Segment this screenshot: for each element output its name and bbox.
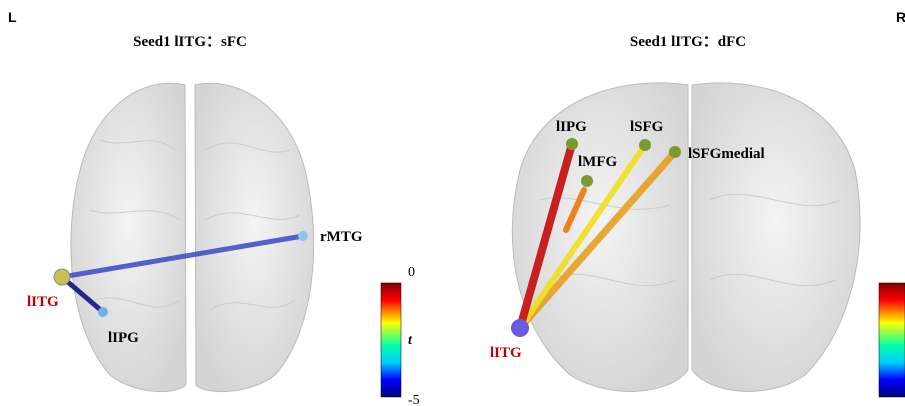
colorbar-max: 0 bbox=[408, 265, 415, 280]
corner-label: R bbox=[896, 9, 905, 25]
colorbar-min: -5 bbox=[408, 393, 420, 406]
panel-title: Seed1 lITG：dFC bbox=[630, 34, 746, 50]
node-label: lIPG bbox=[556, 119, 587, 135]
colorbar bbox=[381, 283, 401, 397]
colorbar-label: t bbox=[408, 333, 413, 348]
node bbox=[639, 139, 651, 151]
node-label: lITG bbox=[490, 345, 522, 361]
node-label: lSFG bbox=[630, 119, 664, 135]
node-label: lITG bbox=[27, 294, 59, 310]
node bbox=[566, 138, 578, 150]
panel-title: Seed1 lITG：sFC bbox=[133, 34, 247, 50]
node-label: lSFGmedial bbox=[688, 146, 765, 162]
node bbox=[511, 319, 529, 337]
node bbox=[298, 231, 308, 241]
node bbox=[54, 269, 70, 285]
colorbar bbox=[879, 283, 905, 397]
corner-label: L bbox=[8, 9, 17, 25]
figure: L R Seed1 lITG：sFC rMTG lITG lIPG 0 t -5… bbox=[0, 0, 905, 406]
node bbox=[581, 175, 593, 187]
node-label: rMTG bbox=[320, 229, 363, 245]
node bbox=[669, 146, 681, 158]
node-label: lMFG bbox=[578, 154, 617, 170]
node bbox=[98, 307, 108, 317]
node-label: lIPG bbox=[108, 330, 139, 346]
